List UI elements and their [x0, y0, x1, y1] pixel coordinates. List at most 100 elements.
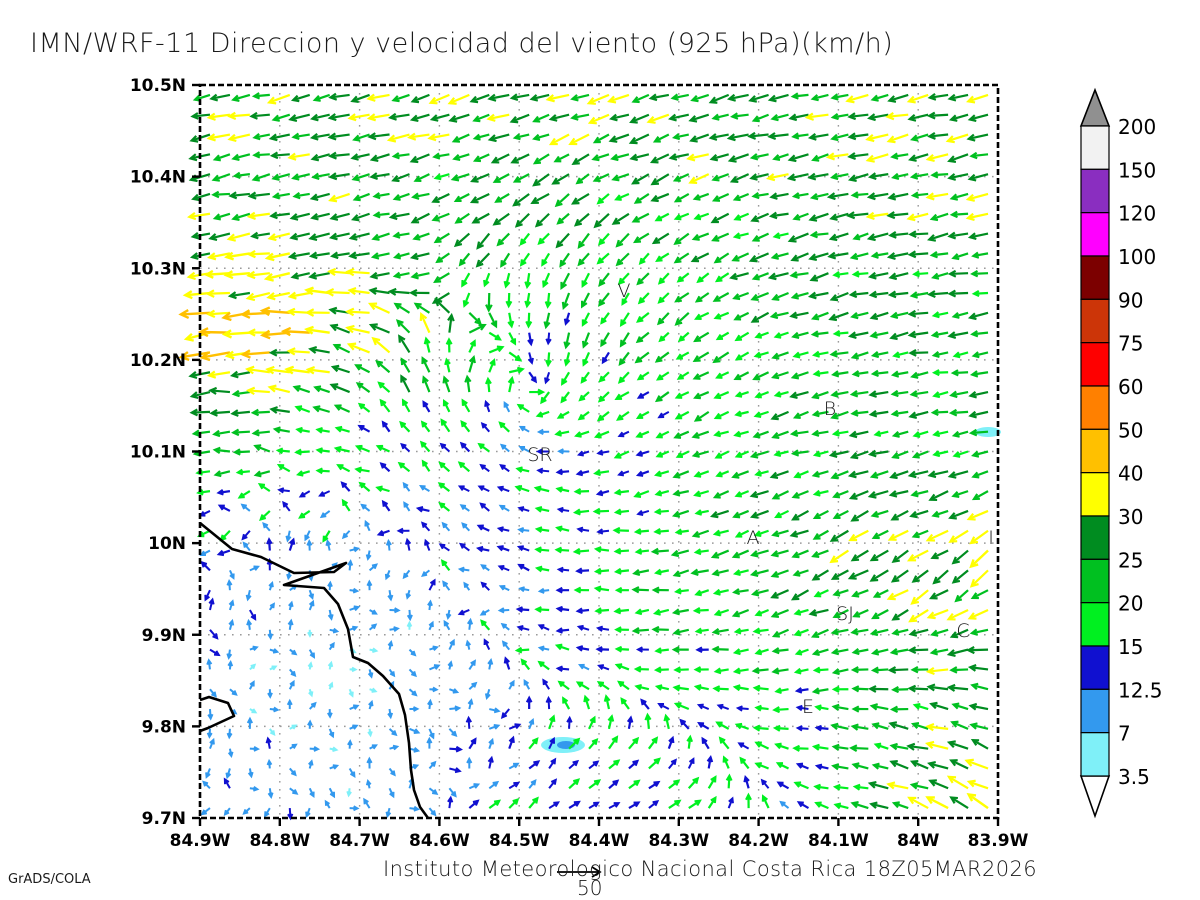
vector-head — [366, 113, 377, 122]
wind-vector — [528, 371, 538, 384]
vector-head — [868, 290, 878, 299]
vector-shaft — [891, 331, 909, 339]
vector-head — [462, 300, 470, 308]
vector-head — [849, 744, 858, 752]
wind-vector — [241, 530, 251, 541]
wind-vector — [831, 668, 849, 676]
vector-head — [676, 373, 684, 380]
wind-vector — [754, 391, 769, 399]
vector-head — [530, 779, 537, 786]
wind-vector — [830, 93, 849, 101]
wind-vector — [713, 391, 730, 400]
vector-shaft — [291, 212, 310, 220]
vector-head — [308, 599, 315, 607]
vector-head — [870, 351, 880, 359]
vector-head — [191, 429, 200, 437]
vector-head — [542, 280, 549, 289]
wind-vector — [471, 212, 490, 224]
vector-head — [290, 670, 297, 678]
wind-vector — [851, 685, 869, 693]
wind-vector — [870, 351, 889, 359]
wind-vector — [712, 685, 729, 693]
vector-shaft — [559, 252, 570, 267]
vector-head — [734, 354, 743, 361]
vector-head — [708, 96, 718, 104]
vector-head — [396, 527, 404, 534]
vector-head — [749, 490, 759, 499]
vector-head — [927, 92, 937, 101]
vector-shaft — [690, 113, 710, 122]
wind-vector — [529, 388, 546, 396]
wind-vector — [649, 153, 670, 164]
wind-vector — [287, 618, 294, 630]
vector-head — [453, 195, 462, 203]
wind-vector — [812, 529, 829, 540]
wind-vector — [734, 490, 750, 498]
vector-head — [888, 272, 898, 281]
wind-vector — [328, 641, 335, 651]
wind-vector — [647, 736, 659, 750]
vector-head — [712, 529, 721, 537]
vector-head — [227, 660, 234, 667]
vector-head — [533, 485, 542, 493]
wind-vector — [597, 664, 610, 671]
wind-vector — [710, 549, 730, 559]
vector-shaft — [694, 192, 710, 200]
vector-head — [968, 410, 977, 419]
wind-vector — [388, 728, 398, 737]
vector-shaft — [544, 312, 551, 328]
vector-shaft — [949, 509, 969, 519]
vector-head — [353, 546, 361, 553]
vector-shaft — [930, 589, 949, 600]
vector-shaft — [310, 272, 330, 278]
wind-vector — [308, 232, 330, 242]
vector-head — [391, 152, 400, 160]
wind-vector — [691, 232, 710, 241]
wind-vector — [461, 398, 471, 413]
wind-vector — [217, 504, 231, 512]
vector-shaft — [335, 404, 351, 413]
vector-shaft — [854, 232, 869, 240]
vector-head — [467, 698, 474, 705]
vector-shaft — [867, 133, 889, 141]
wind-vector — [231, 93, 251, 102]
wind-vector — [885, 112, 909, 121]
vector-shaft — [242, 351, 270, 356]
vector-head — [457, 566, 465, 573]
wind-vector — [459, 504, 470, 512]
vector-head — [949, 759, 958, 767]
wind-vector — [476, 232, 491, 250]
vector-shaft — [500, 252, 511, 267]
wind-vector — [644, 712, 652, 729]
y-tick-label: 10N — [148, 534, 186, 554]
wind-vector — [346, 788, 352, 798]
vector-shaft — [734, 192, 750, 201]
vector-head — [204, 594, 210, 602]
vector-head — [951, 556, 960, 565]
vector-head — [847, 572, 857, 580]
wind-vector — [711, 173, 730, 182]
vector-head — [352, 724, 359, 730]
wind-vector — [608, 759, 621, 770]
vector-shaft — [890, 291, 909, 296]
vector-head — [197, 327, 209, 338]
vector-head — [461, 398, 468, 406]
vector-shaft — [713, 628, 729, 634]
axes: 84.9W 84.8W 84.7W 84.6W 84.5W 84.4W 84.3W 84.2W… — [130, 76, 1029, 851]
vector-head — [812, 450, 821, 458]
vector-shaft — [650, 93, 670, 100]
wind-vector — [714, 272, 730, 283]
wind-vector — [908, 628, 929, 637]
vector-shaft — [834, 609, 849, 618]
wind-vector — [178, 351, 211, 362]
wind-vector — [230, 409, 250, 417]
vector-head — [232, 448, 241, 456]
vector-head — [332, 343, 341, 351]
vector-shaft — [871, 628, 889, 635]
wind-vector — [774, 742, 789, 750]
wind-vector — [206, 309, 230, 319]
vector-shaft — [912, 490, 929, 497]
wind-vector — [429, 113, 450, 122]
vector-head — [948, 408, 958, 417]
vector-head — [971, 450, 980, 458]
